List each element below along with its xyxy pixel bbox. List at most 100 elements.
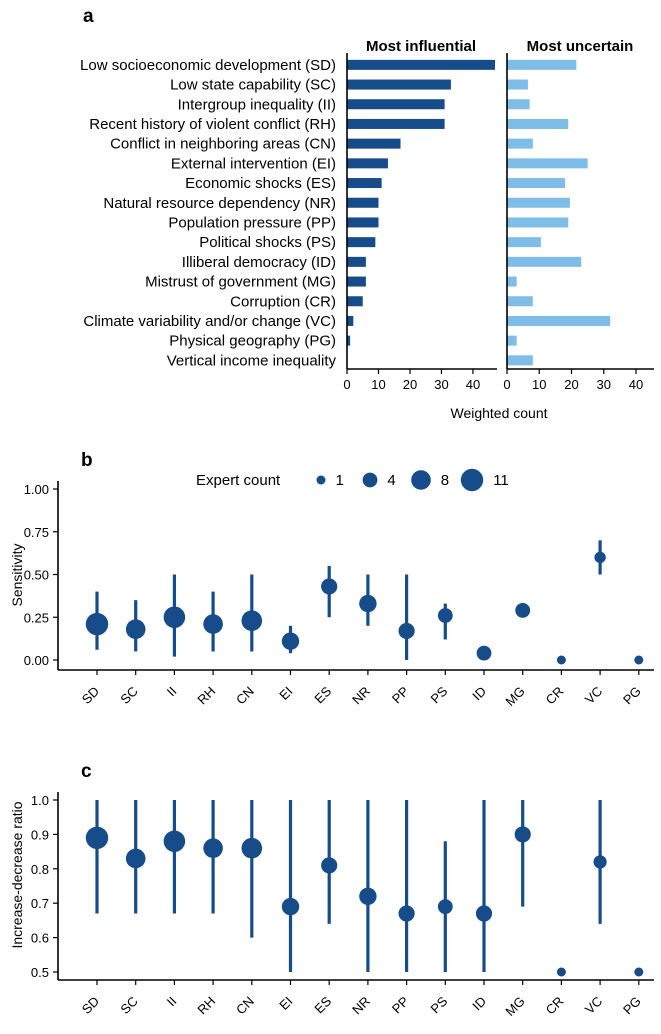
- uncertain-bar-13: [507, 315, 611, 326]
- panel-b-point-ei: [281, 632, 300, 650]
- category-label-11: Mistrust of government (MG): [145, 274, 336, 291]
- panel-c-x-tick-label-cn: CN: [233, 994, 257, 1018]
- panel-b-point-pp: [398, 622, 415, 640]
- panel-c-point-ps: [437, 899, 453, 915]
- left-x-tick-label-20: 20: [403, 377, 417, 392]
- right-x-tick-label-0: 0: [503, 377, 510, 392]
- panel-c-x-tick-label-sc: SC: [117, 994, 140, 1017]
- panel-b-x-tick-label-cn: CN: [233, 684, 257, 708]
- panel-b-point-mg: [515, 603, 531, 618]
- panel-c-x-tick-label-cr: CR: [543, 994, 567, 1018]
- category-label-2: Intergroup inequality (II): [178, 96, 336, 113]
- uncertain-bar-14: [507, 335, 517, 346]
- category-label-10: Illiberal democracy (ID): [182, 254, 336, 271]
- panel-c-plot: 0.5 0.6 0.7 0.8 0.9 1.0 SD SC II RH CN EI ES NR PP PS ID…: [31, 792, 654, 1019]
- right-x-tick-label-40: 40: [629, 377, 643, 392]
- right-x-tick-label-10: 10: [532, 377, 546, 392]
- uncertain-bar-4: [507, 138, 533, 149]
- panel-b-x-tick-label-cr: CR: [543, 684, 567, 708]
- panel-b-x-tick-label-ei: EI: [276, 684, 295, 703]
- category-label-7: Natural resource dependency (NR): [103, 195, 336, 212]
- influential-bar-0: [347, 59, 495, 70]
- panel-c-x-tick-label-rh: RH: [194, 994, 218, 1018]
- category-label-3: Recent history of violent conflict (RH): [89, 116, 336, 133]
- panel-c-y-tick-label-0-5: 0.5: [31, 965, 49, 980]
- panel-b-x-tick-label-rh: RH: [194, 684, 218, 708]
- panel-c-x-tick-label-pp: PP: [389, 994, 412, 1017]
- panel-b-x-tick-label-ii: II: [164, 684, 180, 700]
- category-label-0: Low socioeconomic development (SD): [80, 57, 336, 74]
- uncertain-bar-6: [507, 178, 566, 189]
- panel-c-point-rh: [203, 838, 223, 858]
- panel-b-x-tick-label-pp: PP: [389, 684, 412, 707]
- panel-c-point-cr: [556, 967, 566, 977]
- panel-a-right-header: Most uncertain: [527, 38, 634, 55]
- influential-bar-8: [347, 217, 379, 228]
- uncertain-bar-2: [507, 99, 530, 110]
- panel-b-ylabel: Sensitivity: [9, 543, 25, 606]
- panel-c-y-tick-label-1-0: 1.0: [31, 793, 49, 808]
- left-x-tick-label-30: 30: [434, 377, 448, 392]
- panel-b-point-vc: [594, 551, 606, 564]
- panel-c-point-sc: [125, 848, 146, 869]
- panel-b-x-tick-label-ps: PS: [428, 683, 451, 706]
- panel-b-point-ii: [163, 606, 186, 629]
- uncertain-bar-0: [507, 59, 577, 70]
- uncertain-bar-12: [507, 296, 533, 307]
- uncertain-bar-15: [507, 355, 533, 366]
- category-label-5: External intervention (EI): [171, 155, 336, 172]
- panel-b-point-rh: [203, 614, 223, 634]
- panel-c-point-cn: [241, 837, 263, 859]
- panel-c-point-vc: [593, 855, 607, 869]
- panel-b-x-tick-label-vc: VC: [582, 684, 605, 707]
- panel-b-point-es: [321, 578, 338, 595]
- uncertain-bar-1: [507, 79, 528, 90]
- category-label-12: Corruption (CR): [230, 293, 336, 310]
- panel-b-point-pg: [634, 655, 644, 665]
- category-label-15: Vertical income inequality: [167, 352, 337, 369]
- influential-bar-1: [347, 79, 451, 90]
- panel-c-x-tick-label-mg: MG: [502, 994, 527, 1019]
- panel-b-x-tick-label-sc: SC: [117, 684, 140, 707]
- panel-c-point-sd: [85, 826, 109, 850]
- panel-a-xlabel: Weighted count: [450, 405, 547, 421]
- left-x-tick-label-0: 0: [343, 377, 350, 392]
- panel-c-y-tick-label-0-6: 0.6: [31, 931, 49, 946]
- legend-point-8: [411, 470, 431, 490]
- influential-bar-10: [347, 256, 366, 267]
- panel-c-ylabel: Increase-decrease ratio: [9, 801, 25, 948]
- influential-bar-9: [347, 237, 376, 248]
- panel-b-letter: b: [81, 450, 93, 471]
- panel-c-y-tick-label-0-7: 0.7: [31, 896, 49, 911]
- panel-c-x-tick-label-ii: II: [164, 994, 180, 1010]
- influential-bar-5: [347, 158, 388, 169]
- category-label-8: Population pressure (PP): [168, 214, 336, 231]
- panel-b-y-tick-label-0-50: 0.50: [24, 568, 49, 583]
- panel-c-letter: c: [81, 761, 92, 782]
- panel-b-x-tick-label-nr: NR: [349, 684, 373, 708]
- panel-b-x-tick-label-es: ES: [311, 683, 334, 706]
- category-label-4: Conflict in neighboring areas (CN): [110, 136, 336, 153]
- uncertain-bar-10: [507, 256, 582, 267]
- category-label-6: Economic shocks (ES): [185, 175, 336, 192]
- panel-c-point-id: [475, 905, 493, 922]
- panel-c-x-tick-label-ps: PS: [428, 993, 451, 1016]
- legend-label-4: 4: [387, 472, 395, 489]
- panel-b-point-sc: [125, 619, 146, 640]
- panel-b-point-nr: [359, 594, 377, 613]
- legend-point-1: [316, 475, 326, 485]
- left-x-tick-label-10: 10: [371, 377, 385, 392]
- legend-point-4: [362, 472, 378, 488]
- panel-c-point-pp: [398, 905, 415, 922]
- panel-a-left-header: Most influential: [366, 38, 476, 55]
- uncertain-bar-7: [507, 197, 570, 208]
- panel-b-y-tick-label-1-00: 1.00: [24, 482, 49, 497]
- panel-b-y-tick-label-0-75: 0.75: [24, 525, 49, 540]
- left-x-tick-label-40: 40: [466, 377, 480, 392]
- right-x-tick-label-30: 30: [597, 377, 611, 392]
- influential-bar-6: [347, 178, 382, 189]
- legend-title: Expert count: [196, 472, 281, 489]
- panel-b-plot: 0.00 0.25 0.50 0.75 1.00 SD SC II RH CN EI ES NR PP PS…: [24, 481, 654, 709]
- expert-count-legend: 1 4 8 11: [316, 468, 509, 492]
- category-label-13: Climate variability and/or change (VC): [83, 313, 336, 330]
